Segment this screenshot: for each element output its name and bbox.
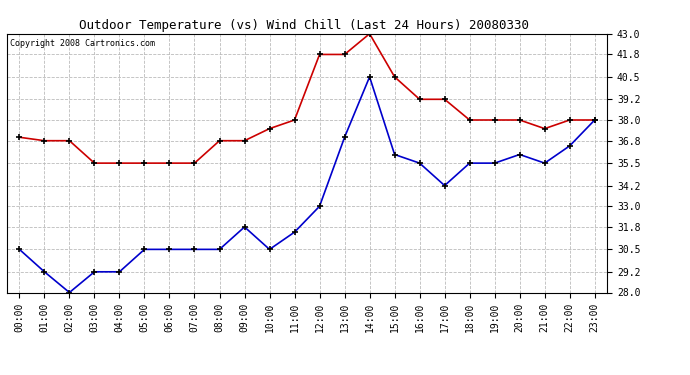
Text: Copyright 2008 Cartronics.com: Copyright 2008 Cartronics.com: [10, 39, 155, 48]
Text: Outdoor Temperature (vs) Wind Chill (Last 24 Hours) 20080330: Outdoor Temperature (vs) Wind Chill (Las…: [79, 19, 529, 32]
